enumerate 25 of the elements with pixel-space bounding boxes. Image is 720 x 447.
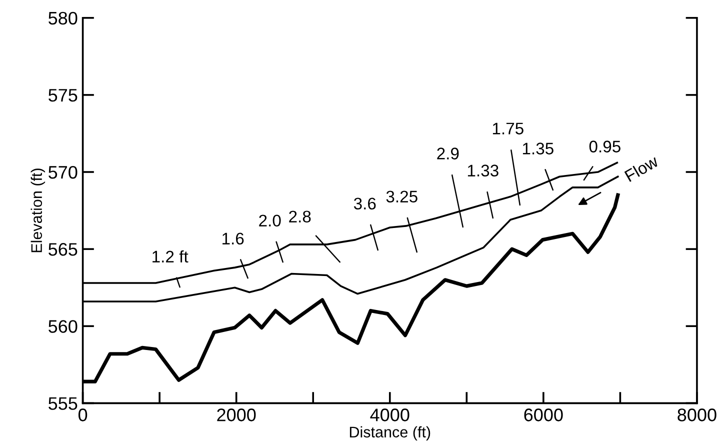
annotation: 3.6 — [354, 198, 376, 210]
annotation: 2.0 — [259, 214, 281, 227]
annotation: Flow — [624, 154, 660, 182]
x-tick-label: 6000 — [524, 408, 563, 422]
annotation: 3.25 — [386, 190, 418, 202]
annotation: 1.2 ft — [152, 250, 188, 263]
annotation: 2.9 — [437, 148, 459, 160]
x-tick-label: 2000 — [217, 408, 256, 422]
y-tick-label: 570 — [48, 166, 78, 179]
y-tick-label: 555 — [48, 397, 78, 410]
annotation: 1.35 — [522, 142, 554, 154]
annotation: 0.95 — [589, 140, 620, 152]
x-tick-label: 8000 — [678, 408, 716, 422]
annotation: 1.6 — [222, 232, 244, 245]
annotation: 1.75 — [492, 122, 524, 134]
x-tick-label: 0 — [78, 408, 88, 422]
y-tick-label: 565 — [48, 243, 78, 256]
annotation: 2.8 — [289, 210, 311, 223]
annotation: 1.33 — [468, 164, 498, 176]
x-tick-label: 4000 — [370, 408, 410, 422]
y-axis-title: Elevation (ft) — [30, 168, 46, 252]
y-tick-label: 575 — [48, 89, 78, 102]
y-tick-label: 580 — [48, 12, 78, 25]
x-axis-title: Distance (ft) — [350, 426, 430, 441]
y-tick-label: 560 — [48, 320, 78, 333]
